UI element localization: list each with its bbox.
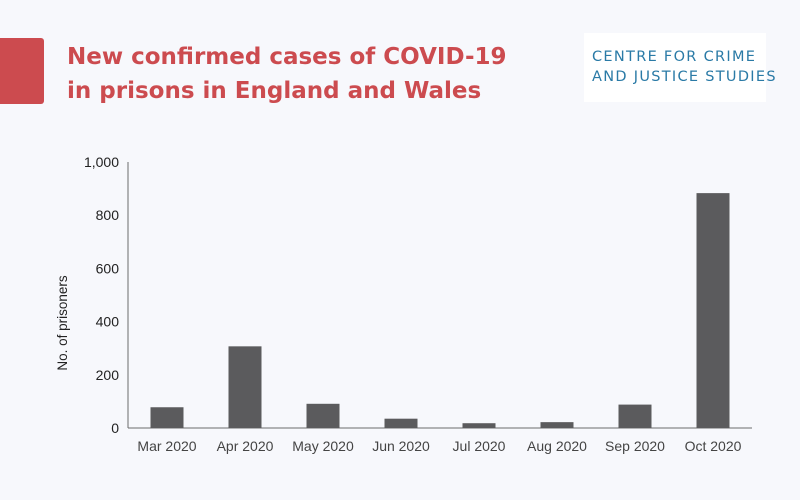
organization-logo: CENTRE FOR CRIME AND JUSTICE STUDIES: [584, 33, 776, 102]
x-tick-label: Oct 2020: [685, 438, 742, 454]
bar-aug-2020: [540, 422, 574, 428]
y-tick-label: 600: [96, 260, 120, 276]
bar-may-2020: [306, 403, 340, 428]
accent-block: [0, 38, 44, 104]
bar-jun-2020: [384, 418, 418, 428]
logo-line-1: CENTRE FOR CRIME: [592, 49, 757, 65]
y-tick-label: 0: [111, 420, 119, 436]
bar-sep-2020: [618, 404, 652, 428]
x-tick-label: Jun 2020: [372, 438, 430, 454]
y-tick-label: 1,000: [84, 154, 119, 170]
bar-mar-2020: [150, 407, 184, 428]
y-axis-label: No. of prisoners: [55, 275, 70, 371]
x-tick-label: Jul 2020: [453, 438, 506, 454]
bar-oct-2020: [696, 193, 730, 428]
logo-text: CENTRE FOR CRIME AND JUSTICE STUDIES: [592, 47, 777, 87]
y-tick-label: 400: [96, 314, 120, 330]
title-line-1: New confirmed cases of COVID-19: [67, 44, 507, 70]
title-line-2: in prisons in England and Wales: [67, 78, 482, 104]
chart-title: New confirmed cases of COVID-19 in priso…: [67, 40, 507, 108]
x-tick-label: Apr 2020: [217, 438, 274, 454]
bar-jul-2020: [462, 423, 496, 428]
bar-apr-2020: [228, 346, 262, 428]
x-tick-label: Mar 2020: [137, 438, 196, 454]
x-tick-label: May 2020: [292, 438, 354, 454]
logo-line-2: AND JUSTICE STUDIES: [592, 69, 777, 85]
y-tick-label: 800: [96, 207, 120, 223]
x-tick-label: Sep 2020: [605, 438, 665, 454]
x-tick-label: Aug 2020: [527, 438, 587, 454]
y-tick-label: 200: [96, 367, 120, 383]
